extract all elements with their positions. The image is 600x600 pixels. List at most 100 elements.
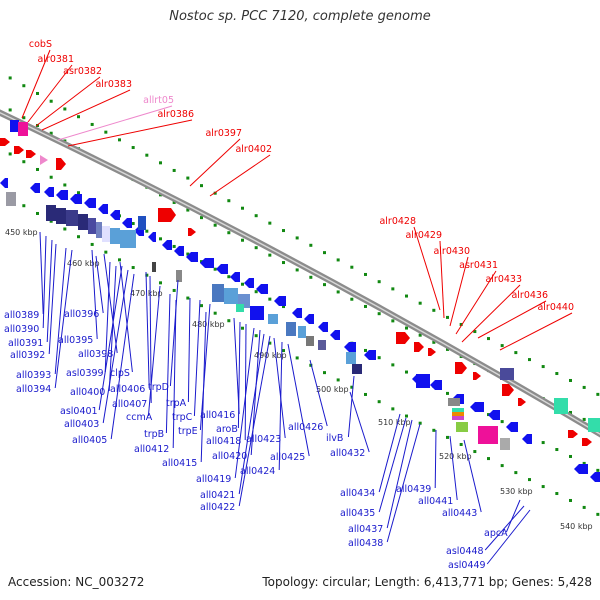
tick-mark (323, 251, 326, 255)
reverse-label-leader (505, 499, 521, 533)
reverse-gene-label: all0432 (330, 448, 365, 459)
reverse-label-leader (165, 293, 171, 434)
tick-mark (295, 268, 299, 272)
tick-mark (541, 365, 545, 369)
tick-mark (569, 454, 572, 458)
reverse-gene-label: all0441 (418, 496, 453, 507)
cog-box (452, 408, 464, 412)
tick-mark (391, 319, 395, 323)
reverse-gene-label: all0415 (162, 458, 197, 469)
forward-gene-label: cobS (29, 39, 52, 50)
forward-gene-label: allrt05 (143, 95, 174, 106)
tick-mark (377, 400, 381, 404)
forward-gene-label: alr0433 (485, 274, 522, 285)
cog-box (152, 262, 156, 272)
cog-box (456, 422, 468, 432)
reverse-gene-label: all0416 (200, 410, 235, 421)
tick-mark (377, 280, 381, 284)
reverse-label-leader (233, 317, 240, 415)
forward-label-leader (499, 312, 573, 351)
cog-box (236, 304, 244, 312)
reverse-gene-label: all0390 (4, 324, 39, 335)
reverse-gene-label: asl0448 (446, 546, 484, 557)
tick-mark (391, 287, 395, 291)
reverse-label-leader (119, 261, 133, 373)
reverse-gene-arrow (186, 252, 198, 262)
tick-mark (473, 330, 477, 334)
reverse-label-leader (48, 243, 57, 355)
tick-mark (8, 108, 12, 112)
accession-text: Accession: NC_003272 (8, 575, 145, 589)
forward-gene-arrow (0, 138, 10, 146)
reverse-gene-label: asl0449 (448, 560, 486, 571)
tick-mark (254, 214, 258, 218)
cog-box (500, 368, 514, 380)
tick-mark (90, 122, 94, 126)
tick-mark (227, 231, 231, 235)
tick-mark (118, 138, 121, 142)
cog-box (452, 412, 464, 416)
tick-mark (22, 204, 26, 208)
tick-mark (405, 370, 408, 374)
forward-label-leader (455, 270, 497, 335)
tick-mark (336, 378, 340, 382)
tick-mark (459, 322, 463, 326)
forward-label-leader (189, 138, 241, 187)
forward-gene-arrow (518, 398, 526, 406)
tick-mark (172, 288, 176, 292)
reverse-gene-label: asl0399 (66, 368, 104, 379)
tick-mark (446, 347, 449, 351)
reverse-label-leader (54, 247, 67, 375)
tick-mark (282, 261, 285, 265)
reverse-label-leader (147, 285, 161, 417)
reverse-gene-arrow (56, 190, 68, 200)
tick-mark (350, 265, 354, 269)
reverse-label-leader (486, 509, 531, 565)
reverse-label-leader (238, 335, 271, 507)
tick-mark (446, 391, 449, 395)
reverse-gene-label: all0420 (212, 451, 247, 462)
reverse-gene-label: all0421 (200, 490, 235, 501)
tick-mark (391, 363, 395, 367)
tick-mark (254, 246, 258, 250)
cog-box (110, 228, 120, 244)
tick-mark (49, 131, 53, 135)
reverse-gene-arrow (70, 194, 82, 204)
kbp-label: 500 kbp (316, 385, 349, 394)
reverse-gene-label: trpA (166, 398, 187, 409)
tick-mark (350, 297, 354, 301)
reverse-label-leader (347, 375, 355, 438)
tick-mark (268, 341, 272, 345)
reverse-label-leader (39, 231, 44, 315)
reverse-label-leader (287, 343, 310, 457)
tick-mark (418, 301, 422, 305)
tick-mark (569, 378, 572, 382)
reverse-label-leader (187, 297, 191, 403)
tick-mark (213, 311, 217, 315)
reverse-label-leader (434, 429, 437, 489)
gene-features (0, 120, 600, 482)
forward-gene-label: alr0381 (37, 54, 74, 65)
tick-mark (528, 358, 531, 362)
tick-mark (22, 84, 26, 88)
tick-mark (131, 266, 135, 270)
reverse-gene-arrow (590, 472, 600, 482)
reverse-gene-label: trpB (144, 429, 164, 440)
reverse-label-leader (378, 413, 401, 493)
cog-box (102, 226, 110, 242)
tick-mark (268, 253, 272, 257)
tick-mark (336, 258, 340, 262)
forward-gene-arrow (455, 362, 467, 374)
kbp-label: 460 kbp (67, 259, 100, 268)
reverse-gene-arrow (470, 402, 484, 412)
forward-label-leader (449, 256, 469, 327)
forward-gene-arrow (26, 150, 36, 158)
tick-mark (172, 244, 176, 248)
tick-mark (295, 236, 299, 240)
kbp-label: 450 kbp (5, 228, 38, 237)
tick-mark (118, 258, 121, 262)
cog-box (346, 352, 356, 364)
reverse-label-leader (145, 271, 150, 389)
